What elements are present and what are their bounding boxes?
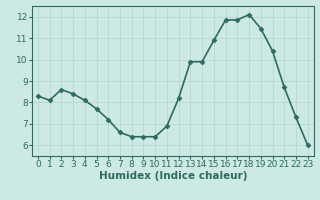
- X-axis label: Humidex (Indice chaleur): Humidex (Indice chaleur): [99, 171, 247, 181]
